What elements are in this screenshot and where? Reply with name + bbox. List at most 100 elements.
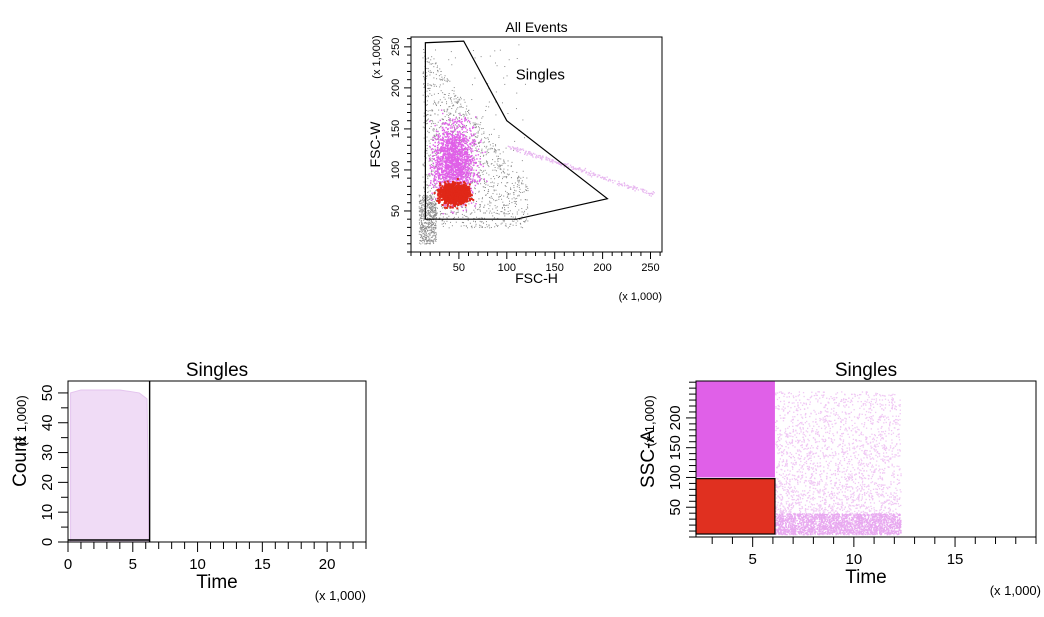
magenta-event-dot bbox=[444, 152, 447, 154]
grey-event-dot bbox=[493, 217, 495, 219]
grey-event-dot bbox=[425, 58, 427, 60]
tail-event-dot bbox=[599, 176, 602, 179]
magenta-event-dot bbox=[438, 149, 440, 152]
grey-event-dot bbox=[469, 113, 471, 115]
grey-event-dot bbox=[517, 178, 519, 180]
red-event-dot bbox=[457, 183, 460, 186]
grey-event-dot bbox=[495, 212, 497, 214]
grey-event-dot bbox=[450, 119, 452, 121]
magenta-event-dot bbox=[447, 152, 449, 154]
tail-event-dot bbox=[519, 148, 521, 150]
magenta-event-dot bbox=[464, 155, 466, 158]
magenta-event-dot bbox=[459, 167, 462, 170]
grey-event-dot bbox=[518, 177, 520, 179]
magenta-event-dot bbox=[470, 142, 472, 145]
grey-event-dot bbox=[450, 96, 452, 98]
grey-event-dot bbox=[507, 227, 509, 229]
grey-event-dot bbox=[429, 241, 431, 243]
magenta-event-dot bbox=[465, 148, 468, 150]
grey-event-dot bbox=[435, 224, 437, 226]
magenta-event-dot bbox=[462, 204, 465, 206]
grey-event-dot bbox=[435, 210, 437, 212]
magenta-event-dot bbox=[448, 205, 451, 207]
grey-event-dot bbox=[430, 216, 432, 218]
magenta-event-dot bbox=[479, 163, 482, 165]
red-event-dot bbox=[459, 181, 462, 184]
grey-event-dot bbox=[441, 223, 443, 225]
red-event-dot bbox=[442, 190, 445, 193]
grey-event-dot bbox=[513, 197, 515, 199]
grey-event-dot bbox=[431, 160, 433, 162]
tail-event-dot bbox=[594, 173, 596, 176]
grey-event-dot bbox=[432, 83, 434, 85]
grey-event-dot bbox=[492, 169, 494, 171]
grey-event-dot bbox=[441, 178, 443, 180]
grey-event-dot bbox=[469, 213, 471, 215]
magenta-event-dot bbox=[440, 109, 443, 111]
grey-event-dot bbox=[494, 169, 496, 171]
magenta-event-dot bbox=[452, 171, 455, 174]
grey-event-dot bbox=[425, 222, 427, 224]
magenta-event-dot bbox=[442, 146, 444, 149]
magenta-event-dot bbox=[441, 169, 443, 171]
grey-event-dot bbox=[427, 95, 429, 97]
magenta-event-dot bbox=[450, 168, 453, 171]
magenta-event-dot bbox=[460, 170, 462, 172]
grey-event-dot bbox=[429, 198, 431, 200]
grey-event-dot bbox=[420, 220, 422, 222]
grey-event-dot bbox=[431, 151, 433, 153]
grey-event-dot bbox=[465, 113, 467, 115]
tail-event-dot bbox=[509, 148, 512, 150]
grey-event-dot bbox=[431, 71, 433, 73]
grey-event-dot bbox=[434, 63, 436, 65]
grey-event-dot bbox=[518, 180, 520, 182]
grey-event-dot bbox=[479, 204, 481, 206]
magenta-event-dot bbox=[470, 180, 473, 183]
magenta-event-dot bbox=[457, 168, 460, 170]
grey-event-dot bbox=[430, 236, 432, 238]
grey-event-dot bbox=[477, 123, 479, 125]
grey-event-dot bbox=[426, 228, 428, 230]
tail-event-dot bbox=[582, 169, 584, 172]
grey-event-dot bbox=[432, 63, 434, 65]
grey-event-dot bbox=[503, 213, 505, 215]
grey-event-dot bbox=[499, 166, 501, 168]
magenta-event-dot bbox=[445, 160, 448, 162]
grey-event-dot bbox=[434, 208, 436, 210]
magenta-event-dot bbox=[441, 180, 444, 183]
grey-event-dot bbox=[441, 79, 443, 81]
magenta-event-dot bbox=[441, 176, 444, 178]
grey-event-dot bbox=[523, 221, 525, 223]
grey-event-dot bbox=[433, 93, 435, 95]
grey-event-dot bbox=[450, 210, 452, 212]
magenta-event-dot bbox=[464, 151, 466, 153]
grey-event-dot bbox=[521, 160, 523, 162]
magenta-event-dot bbox=[462, 171, 464, 173]
grey-event-dot bbox=[433, 85, 435, 87]
tail-event-dot bbox=[634, 185, 636, 188]
grey-event-dot bbox=[471, 99, 473, 101]
grey-event-dot bbox=[431, 63, 433, 65]
magenta-event-dot bbox=[447, 176, 450, 178]
magenta-event-dot bbox=[461, 168, 463, 170]
grey-event-dot bbox=[423, 218, 425, 220]
magenta-event-dot bbox=[459, 149, 461, 151]
grey-event-dot bbox=[475, 127, 477, 129]
grey-event-dot bbox=[470, 175, 472, 177]
grey-event-dot bbox=[465, 135, 467, 137]
grey-event-dot bbox=[427, 58, 429, 60]
magenta-event-dot bbox=[470, 143, 472, 146]
grey-event-dot bbox=[453, 87, 455, 89]
grey-event-dot bbox=[435, 223, 437, 225]
magenta-event-dot bbox=[451, 143, 453, 145]
grey-event-dot bbox=[461, 221, 463, 223]
magenta-event-dot bbox=[455, 158, 457, 161]
magenta-event-dot bbox=[471, 169, 473, 171]
magenta-event-dot bbox=[452, 143, 455, 145]
red-event-dot bbox=[449, 205, 452, 208]
grey-event-dot bbox=[424, 243, 426, 245]
magenta-event-dot bbox=[457, 155, 459, 158]
grey-event-dot bbox=[434, 205, 436, 207]
magenta-event-dot bbox=[467, 119, 470, 122]
grey-event-dot bbox=[422, 163, 424, 165]
